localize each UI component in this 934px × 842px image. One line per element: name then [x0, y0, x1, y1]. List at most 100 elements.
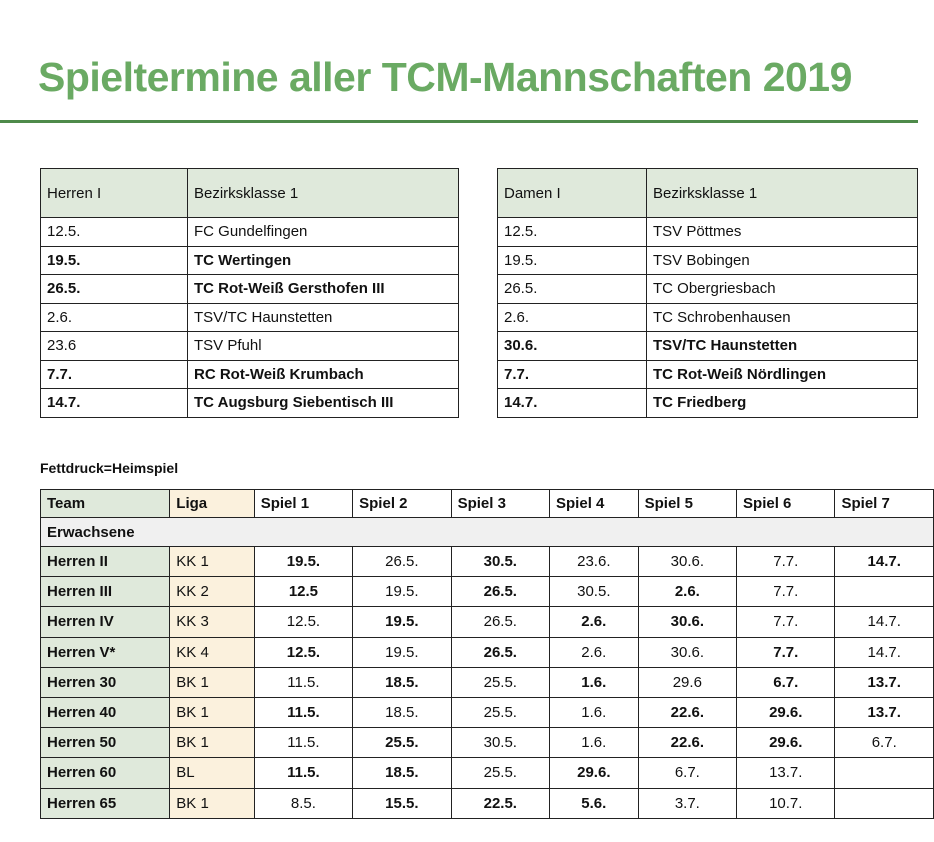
match-opponent: TSV Pöttmes: [646, 217, 918, 247]
match-row: 14.7. TC Augsburg Siebentisch III: [40, 388, 459, 418]
team-row: Herren V* KK 4 12.5. 19.5. 26.5. 2.6. 30.6. 7.7…: [39, 636, 934, 668]
schedule-table: Team Liga Spiel 1 Spiel 2 Spiel 3 Spiel …: [39, 489, 934, 819]
game-date-2: 15.5.: [352, 787, 452, 819]
match-opponent: TSV Bobingen: [646, 245, 918, 275]
match-row: 19.5. TSV Bobingen: [497, 245, 918, 275]
team-name: Herren V*: [39, 636, 171, 668]
damen-1-table: Damen I Bezirksklasse 1 12.5. TSV Pöttmes…: [497, 168, 918, 418]
game-date-1: 12.5.: [253, 606, 354, 638]
team-league: BK 1: [169, 727, 255, 759]
team-row: Herren 40 BK 1 11.5. 18.5. 25.5. 1.6. 22.6. 29.…: [39, 696, 934, 729]
game-date-3: 30.5.: [450, 545, 551, 578]
game-date-6: 7.7.: [736, 576, 836, 608]
team-name: Herren 50: [39, 727, 171, 759]
game-date-4: 30.5.: [549, 576, 639, 608]
match-opponent: TSV/TC Haunstetten: [187, 302, 459, 332]
game-date-6: 29.6.: [736, 696, 836, 729]
team-league: BK 1: [169, 666, 255, 698]
team-row: Herren III KK 2 12.5 19.5. 26.5. 30.5. 2.6. 7.7…: [39, 576, 934, 608]
section-label: Erwachsene: [40, 517, 934, 547]
game-date-4: 1.6.: [549, 696, 639, 729]
game-date-7: 14.7.: [834, 636, 934, 668]
game-date-5: 3.7.: [637, 787, 738, 819]
game-date-6: 6.7.: [736, 666, 836, 698]
match-date: 30.6.: [497, 331, 647, 361]
game-date-3: 22.5.: [450, 787, 551, 819]
game-date-4: 1.6.: [549, 727, 639, 759]
column-header-spiel-4: Spiel 4: [549, 489, 639, 518]
column-header-team: Team: [39, 489, 171, 518]
match-row: 19.5. TC Wertingen: [40, 245, 459, 275]
team-row: Herren 30 BK 1 11.5. 18.5. 25.5. 1.6. 29.6 6.7.…: [39, 666, 934, 698]
column-header-spiel-3: Spiel 3: [450, 489, 551, 518]
game-date-3: 26.5.: [450, 576, 551, 608]
game-date-2: 19.5.: [352, 576, 452, 608]
game-date-5: 2.6.: [637, 576, 738, 608]
game-date-4: 5.6.: [549, 787, 639, 819]
game-date-6: 7.7.: [736, 545, 836, 578]
game-date-2: 18.5.: [352, 696, 452, 729]
match-date: 26.5.: [497, 274, 647, 304]
match-row: 2.6. TC Schrobenhausen: [497, 302, 918, 332]
team-name: Herren 60: [39, 757, 171, 789]
column-header-spiel-5: Spiel 5: [637, 489, 738, 518]
match-date: 7.7.: [497, 359, 647, 389]
game-date-6: 29.6.: [736, 727, 836, 759]
team-league: BK 1: [169, 696, 255, 729]
game-date-6: 10.7.: [736, 787, 836, 819]
match-date: 14.7.: [497, 388, 647, 418]
game-date-1: 11.5.: [253, 757, 354, 789]
match-date: 19.5.: [497, 245, 647, 275]
section-row: Erwachsene: [40, 517, 934, 547]
match-row: 23.6 TSV Pfuhl: [40, 331, 459, 361]
match-row: 30.6. TSV/TC Haunstetten: [497, 331, 918, 361]
game-date-1: 19.5.: [253, 545, 354, 578]
match-row: 14.7. TC Friedberg: [497, 388, 918, 418]
match-opponent: RC Rot-Weiß Krumbach: [187, 359, 459, 389]
match-date: 14.7.: [40, 388, 188, 418]
team-row: Herren IV KK 3 12.5. 19.5. 26.5. 2.6. 30.6. 7.7…: [39, 606, 934, 638]
team-row: Herren 65 BK 1 8.5. 15.5. 22.5. 5.6. 3.7. 10.7.: [39, 787, 934, 819]
page-title: Spieltermine aller TCM-Mannschaften 2019: [38, 54, 852, 100]
match-date: 12.5.: [40, 217, 188, 247]
match-opponent: TC Obergriesbach: [646, 274, 918, 304]
game-date-2: 18.5.: [352, 757, 452, 789]
match-opponent: TSV/TC Haunstetten: [646, 331, 918, 361]
team-league: BL: [169, 757, 255, 789]
game-date-5: 30.6.: [637, 545, 738, 578]
game-date-1: 12.5: [253, 576, 354, 608]
match-date: 2.6.: [40, 302, 188, 332]
game-date-4: 29.6.: [549, 757, 639, 789]
match-opponent: TC Augsburg Siebentisch III: [187, 388, 459, 418]
match-row: 12.5. FC Gundelfingen: [40, 217, 459, 247]
column-header-spiel-1: Spiel 1: [253, 489, 354, 518]
league-name-cell: Bezirksklasse 1: [646, 168, 918, 218]
game-date-2: 19.5.: [352, 636, 452, 668]
match-opponent: TC Friedberg: [646, 388, 918, 418]
game-date-3: 26.5.: [450, 636, 551, 668]
match-opponent: TC Schrobenhausen: [646, 302, 918, 332]
match-row: 7.7. TC Rot-Weiß Nördlingen: [497, 359, 918, 389]
team-name-cell: Damen I: [497, 168, 647, 218]
herren-1-table: Herren I Bezirksklasse 1 12.5. FC Gundelf…: [40, 168, 459, 418]
team-league: KK 1: [169, 545, 255, 578]
game-date-7: 14.7.: [834, 606, 934, 638]
match-opponent: FC Gundelfingen: [187, 217, 459, 247]
game-date-5: 29.6: [637, 666, 738, 698]
league-name-cell: Bezirksklasse 1: [187, 168, 459, 218]
column-header-spiel-2: Spiel 2: [352, 489, 452, 518]
schedule-header-row: Team Liga Spiel 1 Spiel 2 Spiel 3 Spiel …: [39, 489, 934, 518]
game-date-5: 22.6.: [637, 727, 738, 759]
match-date: 23.6: [40, 331, 188, 361]
match-date: 7.7.: [40, 359, 188, 389]
game-date-2: 26.5.: [352, 545, 452, 578]
match-opponent: TC Wertingen: [187, 245, 459, 275]
game-date-4: 2.6.: [549, 606, 639, 638]
legend-note: Fettdruck=Heimspiel: [40, 460, 179, 476]
game-date-7: 14.7.: [834, 545, 934, 578]
match-row: 7.7. RC Rot-Weiß Krumbach: [40, 359, 459, 389]
game-date-3: 25.5.: [450, 757, 551, 789]
game-date-1: 8.5.: [253, 787, 354, 819]
game-date-3: 25.5.: [450, 696, 551, 729]
game-date-7: 13.7.: [834, 666, 934, 698]
